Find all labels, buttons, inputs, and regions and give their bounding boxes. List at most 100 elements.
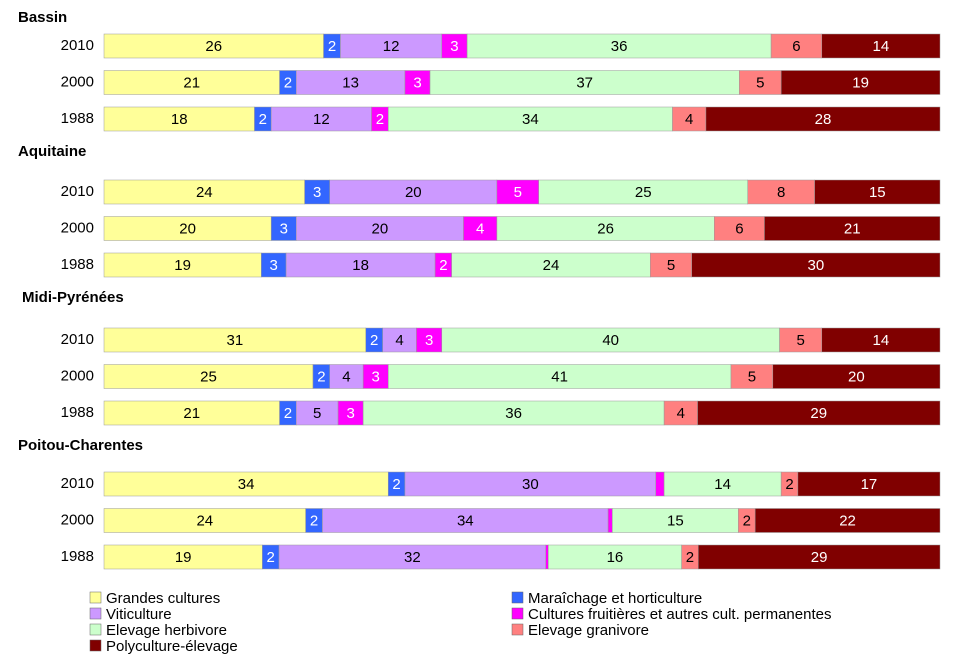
bar-segment	[296, 400, 339, 426]
bar-segment	[382, 327, 417, 353]
data-label: 20	[848, 368, 865, 385]
data-label: 15	[869, 184, 886, 201]
bar-segment	[103, 70, 280, 95]
legend-label: Elevage granivore	[528, 622, 649, 639]
y-tick-label: 1988	[61, 548, 94, 565]
data-label: 28	[815, 111, 832, 128]
data-label: 24	[543, 257, 560, 274]
bar-segment	[650, 252, 692, 278]
legend-swatch	[511, 591, 524, 604]
legend-label: Maraîchage et horticulture	[528, 590, 702, 607]
data-label: 2	[785, 476, 793, 493]
data-label: 3	[313, 184, 321, 201]
bar-segment	[548, 544, 682, 570]
group-title: Midi-Pyrénées	[22, 289, 124, 306]
bar-segment	[764, 216, 941, 241]
data-label: 6	[792, 38, 800, 55]
data-label: 34	[522, 111, 539, 128]
data-label: 6	[735, 220, 743, 237]
data-label: 29	[810, 405, 827, 422]
data-label: 2	[370, 332, 378, 349]
legend-label: Viticulture	[106, 606, 172, 623]
bar-segment	[404, 471, 657, 497]
bar-segment	[496, 216, 715, 241]
bar-segment	[103, 400, 280, 426]
data-label: 2	[317, 368, 325, 385]
data-label: 3	[450, 38, 458, 55]
bar-segment	[697, 400, 941, 426]
bar-segment	[270, 106, 372, 132]
data-label: 17	[861, 476, 878, 493]
data-label: 4	[395, 332, 403, 349]
data-label: 3	[280, 220, 288, 237]
data-label: 2	[310, 512, 318, 529]
bar-segment	[607, 508, 613, 533]
legend-swatch	[89, 623, 102, 636]
bar-segment	[821, 327, 941, 353]
bar-segment	[714, 216, 765, 241]
data-label: 36	[505, 405, 522, 422]
data-label: 25	[635, 184, 652, 201]
bar-segment	[496, 179, 539, 205]
bar-segment	[672, 106, 707, 132]
data-label: 26	[205, 38, 222, 55]
data-label: 3	[270, 257, 278, 274]
data-label: 18	[171, 111, 188, 128]
legend-swatch	[511, 623, 524, 636]
data-label: 34	[457, 512, 474, 529]
bar-segment	[466, 33, 772, 59]
bar-segment	[754, 508, 941, 533]
y-tick-label: 1988	[61, 110, 94, 127]
data-label: 2	[328, 38, 336, 55]
y-tick-label: 2000	[61, 219, 94, 236]
data-label: 2	[284, 74, 292, 91]
data-label: 15	[667, 512, 684, 529]
data-label: 24	[196, 184, 213, 201]
bar-segment	[362, 364, 389, 389]
data-label: 4	[342, 368, 350, 385]
bar-segment	[340, 33, 443, 59]
bar-segment	[278, 544, 547, 570]
bar-segment	[362, 400, 665, 426]
data-label: 8	[777, 184, 785, 201]
data-label: 5	[756, 74, 764, 91]
data-label: 2	[392, 476, 400, 493]
data-label: 4	[476, 220, 484, 237]
bar-segment	[821, 33, 941, 59]
y-tick-label: 2010	[61, 331, 94, 348]
data-label: 19	[852, 74, 869, 91]
data-label: 41	[551, 368, 568, 385]
data-label: 26	[597, 220, 614, 237]
data-label: 19	[175, 549, 192, 566]
data-label: 4	[685, 111, 693, 128]
bar-segment	[441, 327, 780, 353]
data-label: 34	[238, 476, 255, 493]
bar-segment	[705, 106, 941, 132]
data-label: 32	[404, 549, 421, 566]
bar-segment	[780, 70, 941, 95]
legend-swatch	[89, 591, 102, 604]
y-tick-label: 2000	[61, 511, 94, 528]
data-label: 5	[667, 257, 675, 274]
data-label: 2	[439, 257, 447, 274]
data-label: 14	[873, 38, 890, 55]
legend-swatch	[89, 639, 102, 652]
bar-segment	[404, 70, 431, 95]
group-title: Poitou-Charentes	[18, 437, 143, 454]
data-label: 3	[413, 74, 421, 91]
data-label: 5	[748, 368, 756, 385]
data-label: 29	[811, 549, 828, 566]
bar-segment	[270, 216, 297, 241]
y-tick-label: 2010	[61, 475, 94, 492]
bar-segment	[337, 400, 364, 426]
bar-segment	[441, 33, 468, 59]
bar-segment	[691, 252, 941, 278]
data-label: 12	[383, 38, 400, 55]
data-label: 2	[376, 111, 384, 128]
legend-label: Polyculture-élevage	[106, 638, 238, 655]
data-label: 19	[174, 257, 191, 274]
data-label: 5	[514, 184, 522, 201]
legend-label: Elevage herbivore	[106, 622, 227, 639]
data-label: 21	[183, 74, 200, 91]
y-tick-label: 1988	[61, 404, 94, 421]
